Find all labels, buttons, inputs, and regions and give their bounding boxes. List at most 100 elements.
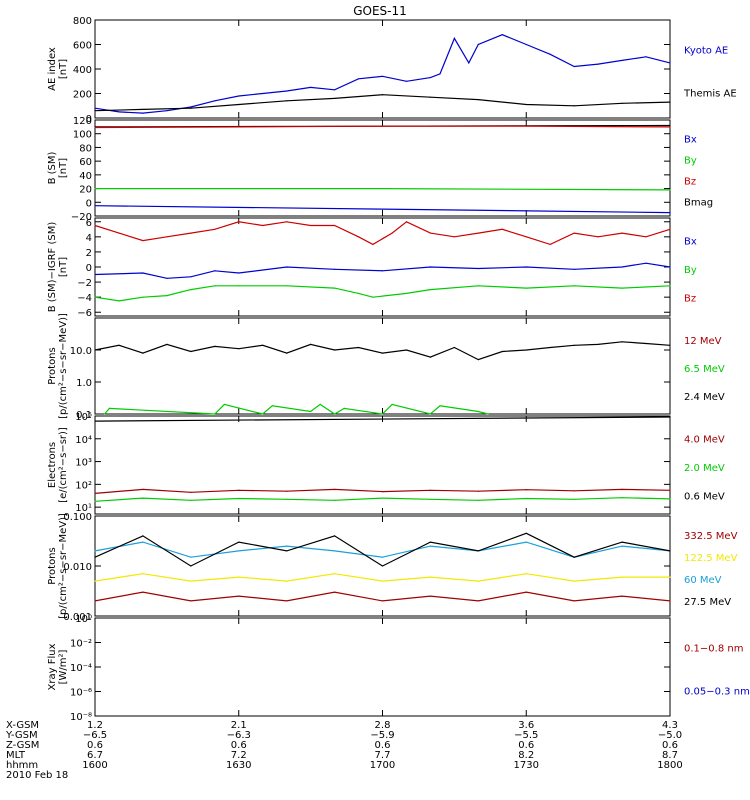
series-line [94, 34, 671, 114]
data-point [190, 556, 192, 558]
data-point [286, 490, 288, 492]
data-point [621, 59, 623, 62]
data-point [333, 488, 336, 491]
data-point [94, 556, 96, 558]
legend-entry: Kyoto AE [684, 46, 728, 57]
data-point [271, 405, 273, 407]
y-tick-label: 0.001 [63, 612, 92, 623]
data-point [525, 532, 527, 534]
data-point [429, 76, 432, 79]
data-point [310, 410, 312, 413]
data-point [310, 224, 312, 227]
data-point [525, 497, 527, 500]
footer-value: 3.6 [518, 720, 534, 731]
data-point [286, 221, 288, 223]
legend-entry: By [684, 265, 697, 276]
data-point [573, 490, 575, 492]
data-point [286, 90, 288, 92]
panel-bigrf: −6 −4 −2 0 2 4 6 B (SM)−IGRF (SM)[nT] Bx By Bz [47, 217, 697, 319]
y-tick-label: 1.0 [76, 378, 92, 389]
data-point [405, 292, 408, 294]
data-point [597, 63, 599, 65]
data-point [381, 208, 384, 210]
y-tick-label: 10⁻⁸ [70, 712, 92, 723]
data-point [477, 285, 479, 287]
panel-protons_high: 0.0010.0100.100Protons[p/(cm²−s−sr−MeV)]… [47, 512, 738, 623]
data-point [477, 580, 479, 582]
data-point [333, 550, 336, 552]
data-point [477, 550, 479, 552]
footer-value: 7.2 [231, 750, 247, 761]
data-point [391, 403, 393, 405]
data-point [238, 576, 240, 578]
data-point [238, 541, 240, 543]
data-point [573, 268, 575, 270]
y-tick-label: 2 [86, 248, 92, 259]
series-line [94, 94, 671, 112]
y-tick-label: 100 [73, 130, 92, 141]
data-point [94, 600, 96, 602]
footer-label: X-GSM [6, 720, 39, 731]
data-point [669, 416, 671, 418]
data-point [439, 73, 441, 75]
footer-label: Y-GSM [5, 730, 38, 741]
legend-entry: Themis AE [683, 89, 737, 100]
data-point [142, 541, 144, 543]
data-point [669, 489, 671, 491]
data-point [525, 573, 527, 575]
data-point [573, 344, 575, 346]
footer-value: −6.5 [83, 730, 107, 741]
data-point [525, 103, 527, 106]
data-point [319, 403, 321, 405]
y-axis-label-line: AE index [47, 47, 58, 91]
data-point [238, 126, 240, 128]
data-point [286, 100, 288, 102]
data-point [429, 576, 432, 578]
data-point [453, 346, 455, 349]
footer-value: 1730 [514, 760, 539, 771]
data-point [94, 296, 96, 298]
footer-value: 1600 [82, 760, 107, 771]
legend-entry: By [684, 156, 697, 167]
data-point [468, 62, 470, 64]
data-point [94, 550, 96, 552]
data-point [333, 499, 336, 501]
data-point [238, 103, 240, 106]
footer-value: 6.7 [87, 750, 103, 761]
footer-value: 1630 [226, 760, 251, 771]
footer-value: −5.5 [514, 730, 538, 741]
data-point [357, 346, 360, 349]
data-point [333, 413, 336, 415]
data-point [94, 500, 96, 502]
data-point [573, 65, 575, 68]
y-tick-label: −20 [71, 212, 92, 223]
data-point [549, 243, 551, 245]
footer-value: 0.6 [231, 740, 247, 751]
footer-value: 8.2 [518, 750, 534, 761]
data-point [214, 285, 216, 287]
data-point [190, 600, 192, 602]
data-point [669, 189, 671, 191]
series-line [94, 532, 671, 567]
data-point [94, 492, 96, 495]
series-line [94, 591, 671, 602]
data-point [166, 236, 168, 238]
data-point [381, 556, 384, 558]
data-point [286, 498, 288, 500]
data-point [94, 110, 96, 112]
y-axis-label-line: [p/(cm²−s−sr−MeV)] [58, 313, 69, 419]
y-axis-label: B (SM)−IGRF (SM)[nT] [47, 222, 69, 313]
y-axis-label-line: B (SM)−IGRF (SM) [47, 222, 58, 313]
footer-value: 2.1 [231, 720, 247, 731]
data-point [94, 580, 96, 582]
data-point [238, 221, 240, 223]
data-point [645, 342, 647, 345]
data-point [286, 550, 288, 552]
panel-frame [94, 617, 671, 717]
data-point [94, 224, 96, 227]
data-point [477, 267, 479, 270]
data-point [573, 580, 575, 582]
data-point [621, 102, 623, 104]
y-axis-label-line: [nT] [58, 257, 69, 277]
